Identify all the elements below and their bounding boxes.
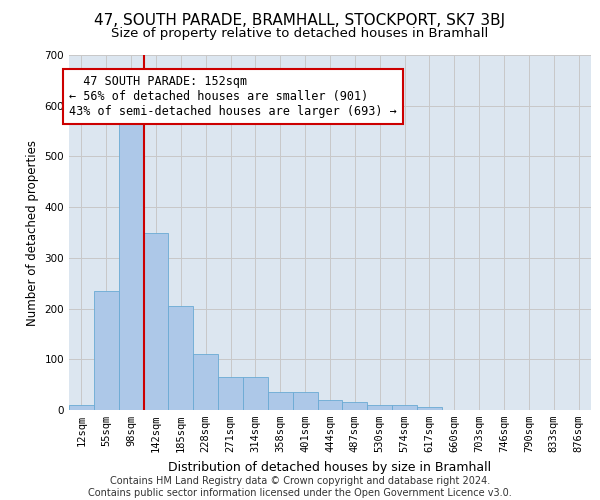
Bar xyxy=(417,408,442,410)
Bar xyxy=(367,405,392,410)
X-axis label: Distribution of detached houses by size in Bramhall: Distribution of detached houses by size … xyxy=(169,460,491,473)
Bar xyxy=(243,377,268,410)
Bar xyxy=(94,291,119,410)
Bar xyxy=(119,116,143,410)
Text: 47 SOUTH PARADE: 152sqm
← 56% of detached houses are smaller (901)
43% of semi-d: 47 SOUTH PARADE: 152sqm ← 56% of detache… xyxy=(69,76,397,118)
Y-axis label: Number of detached properties: Number of detached properties xyxy=(26,140,39,326)
Bar xyxy=(169,306,193,410)
Bar xyxy=(343,402,367,410)
Text: Size of property relative to detached houses in Bramhall: Size of property relative to detached ho… xyxy=(112,28,488,40)
Bar xyxy=(392,405,417,410)
Bar xyxy=(268,392,293,410)
Bar xyxy=(193,354,218,410)
Text: 47, SOUTH PARADE, BRAMHALL, STOCKPORT, SK7 3BJ: 47, SOUTH PARADE, BRAMHALL, STOCKPORT, S… xyxy=(94,12,506,28)
Bar xyxy=(317,400,343,410)
Bar xyxy=(293,392,317,410)
Bar xyxy=(143,232,169,410)
Bar xyxy=(69,405,94,410)
Bar xyxy=(218,377,243,410)
Text: Contains HM Land Registry data © Crown copyright and database right 2024.
Contai: Contains HM Land Registry data © Crown c… xyxy=(88,476,512,498)
